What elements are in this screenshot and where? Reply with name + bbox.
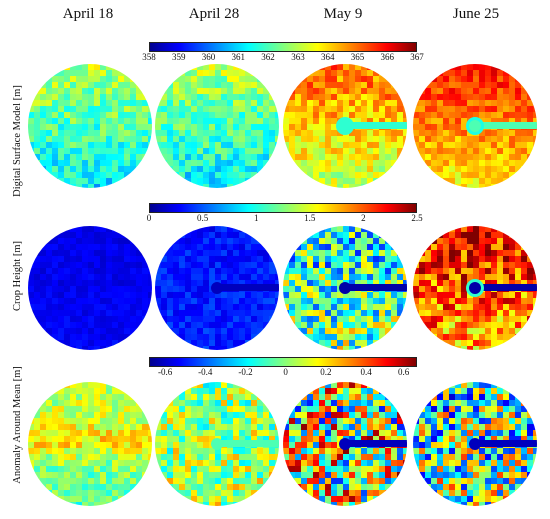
colorbar-tick-label: 1 [253,213,259,223]
panel-image [413,226,537,350]
colorbar-gradient [149,42,417,52]
colorbar-tick-label: -0.2 [238,367,253,377]
row-label-dsm: Digital Surface Model [m] [12,85,23,197]
panel-image [283,226,407,350]
colorbar-gradient [149,357,417,367]
colorbar-tick-label: 363 [291,52,305,62]
colorbar-crop-height: 0 0.5 1 1.5 2 2.5 [146,203,423,225]
panel-image [155,64,279,188]
panel-crop-height-april-28 [155,226,279,350]
colorbar-tick-label: 1.5 [304,213,316,223]
colorbar-tick-label: 0.6 [397,367,410,377]
panel-anomaly-may-9 [283,382,407,506]
colorbar-tick-label: 2.5 [411,213,423,223]
column-title-april-28: April 28 [188,6,240,22]
column-title-june-25: June 25 [452,6,500,22]
panel-image [413,382,537,506]
colorbar-tick-label: 358 [142,52,156,62]
row-label-crop-height: Crop Height [m] [12,241,23,311]
colorbar-tick-label: 0.2 [320,367,332,377]
panel-dsm-may-9 [283,64,407,188]
panel-image [283,382,407,506]
colorbar-tick-label: -0.6 [157,367,173,377]
colorbar-tick-label: 364 [321,52,335,62]
colorbar-ticks: -0.6 -0.4 -0.2 0 0.2 0.4 0.6 [149,367,417,379]
panel-image [28,64,152,188]
colorbar-tick-label: 365 [350,52,365,62]
panel-dsm-april-18 [28,64,152,188]
column-title-april-18: April 18 [62,6,114,22]
panel-image [28,226,152,350]
panel-image [28,382,152,506]
panel-crop-height-june-25 [413,226,537,350]
colorbar-tick-label: -0.4 [198,367,213,377]
colorbar-tick-label: 0.5 [196,213,209,223]
panel-image [283,64,407,188]
column-title-may-9: May 9 [323,6,363,22]
colorbar-tick-label: 359 [171,52,186,62]
colorbar-dsm: 358 359 360 361 362 363 364 365 366 367 [142,42,424,64]
panel-anomaly-april-28 [155,382,279,506]
colorbar-gradient [149,203,417,213]
panel-image [413,64,537,188]
panel-dsm-april-28 [155,64,279,188]
panel-crop-height-may-9 [283,226,407,350]
colorbar-tick-label: 362 [261,52,275,62]
panel-anomaly-june-25 [413,382,537,506]
colorbar-ticks: 0 0.5 1 1.5 2 2.5 [146,213,423,225]
colorbar-tick-label: 361 [231,52,245,62]
panel-anomaly-april-18 [28,382,152,506]
panel-image [155,226,279,350]
colorbar-tick-label: 2 [361,213,366,223]
colorbar-tick-label: 0 [283,367,288,377]
colorbar-tick-label: 0 [146,213,152,223]
colorbar-tick-label: 360 [201,52,216,62]
colorbar-ticks: 358 359 360 361 362 363 364 365 366 367 [142,52,424,64]
colorbar-tick-label: 367 [410,52,424,62]
colorbar-anomaly: -0.6 -0.4 -0.2 0 0.2 0.4 0.6 [149,357,417,379]
colorbar-tick-label: 366 [380,52,395,62]
panel-dsm-june-25 [413,64,537,188]
row-label-anomaly: Anomaly Around Mean [m] [12,366,23,484]
panel-crop-height-april-18 [28,226,152,350]
colorbar-tick-label: 0.4 [360,367,372,377]
panel-image [155,382,279,506]
